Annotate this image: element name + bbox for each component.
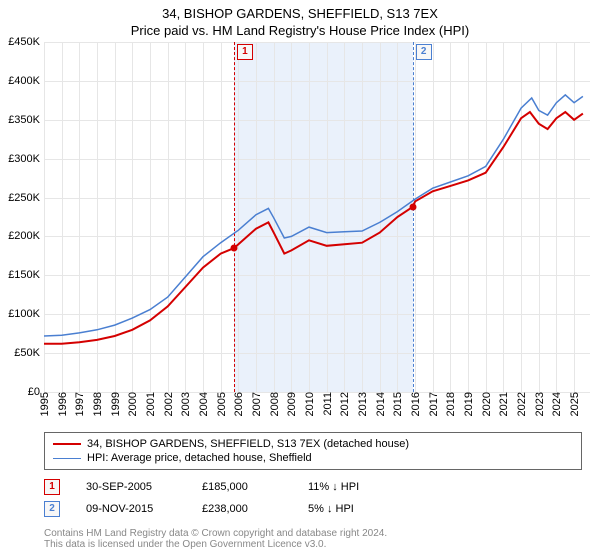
y-axis-label: £450K xyxy=(8,36,44,48)
x-axis-label: 2019 xyxy=(461,392,475,416)
x-axis-label: 1999 xyxy=(108,392,122,416)
x-axis-label: 2008 xyxy=(267,392,281,416)
chart-title: 34, BISHOP GARDENS, SHEFFIELD, S13 7EX xyxy=(0,0,600,21)
x-axis-label: 2000 xyxy=(125,392,139,416)
x-axis-label: 2020 xyxy=(479,392,493,416)
line-chart: £0£50K£100K£150K£200K£250K£300K£350K£400… xyxy=(44,42,590,392)
x-axis-label: 2014 xyxy=(373,392,387,416)
x-axis-label: 2005 xyxy=(214,392,228,416)
event-table: 1 30-SEP-2005 £185,000 11% ↓ HPI 2 09-NOV-201… xyxy=(44,476,582,520)
x-axis-label: 2013 xyxy=(355,392,369,416)
footer-copyright: Contains HM Land Registry data © Crown c… xyxy=(44,528,582,539)
event-price: £238,000 xyxy=(202,503,282,515)
x-axis-label: 2009 xyxy=(284,392,298,416)
legend-label: 34, BISHOP GARDENS, SHEFFIELD, S13 7EX (… xyxy=(87,438,409,450)
chart-legend: 34, BISHOP GARDENS, SHEFFIELD, S13 7EX (… xyxy=(44,432,582,470)
x-axis-label: 1997 xyxy=(72,392,86,416)
x-axis-label: 2024 xyxy=(549,392,563,416)
chart-subtitle: Price paid vs. HM Land Registry's House … xyxy=(0,21,600,42)
x-axis-label: 2025 xyxy=(567,392,581,416)
x-axis-label: 2018 xyxy=(443,392,457,416)
y-axis-label: £150K xyxy=(8,269,44,281)
event-delta-vs-hpi: 11% ↓ HPI xyxy=(308,481,388,493)
x-axis-label: 2017 xyxy=(426,392,440,416)
x-axis-label: 2011 xyxy=(320,392,334,416)
footer-licence: This data is licensed under the Open Gov… xyxy=(44,539,582,550)
event-row: 2 09-NOV-2015 £238,000 5% ↓ HPI xyxy=(44,498,582,520)
y-axis-label: £250K xyxy=(8,192,44,204)
y-axis-label: £50K xyxy=(14,347,44,359)
event-price: £185,000 xyxy=(202,481,282,493)
x-axis-label: 2004 xyxy=(196,392,210,416)
legend-label: HPI: Average price, detached house, Shef… xyxy=(87,452,312,464)
event-key-badge: 1 xyxy=(44,479,60,495)
x-axis-label: 1996 xyxy=(55,392,69,416)
x-axis-label: 2015 xyxy=(390,392,404,416)
legend-swatch xyxy=(53,458,81,459)
y-axis-label: £100K xyxy=(8,308,44,320)
legend-swatch xyxy=(53,443,81,445)
x-axis-label: 2001 xyxy=(143,392,157,416)
event-delta-vs-hpi: 5% ↓ HPI xyxy=(308,503,388,515)
y-axis-label: £300K xyxy=(8,153,44,165)
x-axis-label: 2016 xyxy=(408,392,422,416)
event-date: 09-NOV-2015 xyxy=(86,503,176,515)
x-axis-label: 2012 xyxy=(337,392,351,416)
x-axis-label: 2010 xyxy=(302,392,316,416)
y-axis-label: £400K xyxy=(8,75,44,87)
x-axis-label: 1995 xyxy=(37,392,51,416)
event-key-badge: 2 xyxy=(44,501,60,517)
y-axis-label: £200K xyxy=(8,230,44,242)
x-axis-label: 2007 xyxy=(249,392,263,416)
x-axis-label: 2002 xyxy=(161,392,175,416)
x-axis-label: 1998 xyxy=(90,392,104,416)
x-axis-label: 2023 xyxy=(532,392,546,416)
legend-item: HPI: Average price, detached house, Shef… xyxy=(53,451,573,465)
y-axis-label: £350K xyxy=(8,114,44,126)
x-axis-label: 2006 xyxy=(231,392,245,416)
x-axis-label: 2021 xyxy=(496,392,510,416)
x-axis-label: 2003 xyxy=(178,392,192,416)
series-line xyxy=(44,95,583,336)
event-row: 1 30-SEP-2005 £185,000 11% ↓ HPI xyxy=(44,476,582,498)
event-date: 30-SEP-2005 xyxy=(86,481,176,493)
legend-item: 34, BISHOP GARDENS, SHEFFIELD, S13 7EX (… xyxy=(53,437,573,451)
x-axis-label: 2022 xyxy=(514,392,528,416)
